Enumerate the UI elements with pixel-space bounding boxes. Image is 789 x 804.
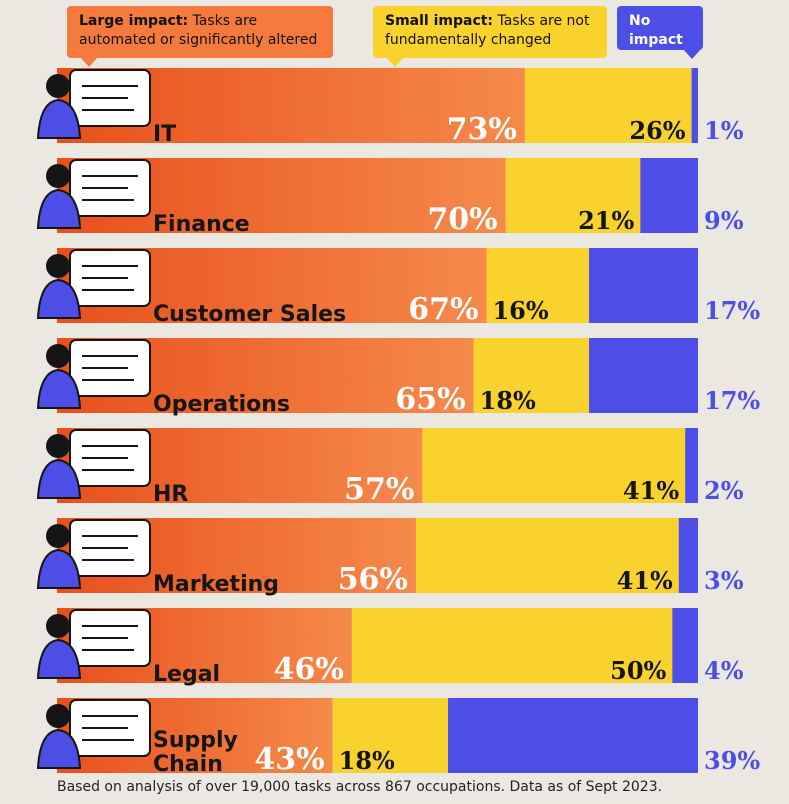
illustration-marketing-icon xyxy=(36,519,151,589)
bar-none-it xyxy=(691,68,698,143)
bar-none-finance xyxy=(640,158,698,233)
label-none-operations: 17% xyxy=(704,386,760,415)
bar-small-operations xyxy=(473,338,590,413)
illustration-supply-chain-icon xyxy=(36,699,151,769)
label-large-operations: 65% xyxy=(395,382,465,417)
label-small-legal: 50% xyxy=(610,656,666,685)
illustration-operations-icon xyxy=(36,339,151,409)
legend-large-text: Tasks are automated or significantly alt… xyxy=(79,13,318,48)
illustrations-group xyxy=(36,69,151,769)
legend-no-impact: No impact xyxy=(617,6,703,50)
label-large-customer-sales: 67% xyxy=(408,292,478,327)
category-label-operations: Operations xyxy=(153,392,290,417)
label-none-supply-chain: 39% xyxy=(704,746,760,775)
legend-small-title: Small impact: xyxy=(385,13,494,29)
bar-small-finance xyxy=(505,158,641,233)
legend-small-tail xyxy=(386,57,404,67)
bar-none-supply-chain xyxy=(448,698,698,773)
label-large-it: 73% xyxy=(447,112,517,147)
bar-small-supply-chain xyxy=(332,698,449,773)
label-none-customer-sales: 17% xyxy=(704,296,760,325)
illustration-finance-icon xyxy=(36,159,151,229)
bar-none-customer-sales xyxy=(589,248,698,323)
label-none-legal: 4% xyxy=(704,656,744,685)
bar-small-it xyxy=(524,68,692,143)
legend-none-title: No impact xyxy=(629,13,683,48)
footnote: Based on analysis of over 19,000 tasks a… xyxy=(57,779,663,795)
label-large-supply-chain: 43% xyxy=(254,742,324,777)
label-large-hr: 57% xyxy=(344,472,414,507)
bars-group: IT 73% 26% 1% Finance 70% 21% 9% Customer Sales 6… xyxy=(57,68,760,777)
label-small-supply-chain: 18% xyxy=(339,746,395,775)
label-none-marketing: 3% xyxy=(704,566,744,595)
label-small-it: 26% xyxy=(629,116,685,145)
legend-none-tail xyxy=(683,49,701,59)
bar-none-legal xyxy=(672,608,698,683)
legend-large-title: Large impact: xyxy=(79,13,189,29)
label-large-legal: 46% xyxy=(274,652,344,687)
legend-large-tail xyxy=(80,57,98,67)
category-label-supply-chain: Chain xyxy=(153,752,223,777)
label-none-finance: 9% xyxy=(704,206,744,235)
category-label-marketing: Marketing xyxy=(153,572,279,597)
label-small-customer-sales: 16% xyxy=(492,296,548,325)
category-label-legal: Legal xyxy=(153,662,220,687)
legend-small-impact: Small impact: Tasks are not fundamentall… xyxy=(373,6,607,58)
label-large-marketing: 56% xyxy=(338,562,408,597)
bar-none-hr xyxy=(685,428,698,503)
label-small-hr: 41% xyxy=(623,476,679,505)
illustration-it-icon xyxy=(36,69,151,139)
category-label-hr: HR xyxy=(153,482,188,507)
label-none-it: 1% xyxy=(704,116,744,145)
illustration-hr-icon xyxy=(36,429,151,499)
category-label-it: IT xyxy=(153,122,176,147)
legend-large-impact: Large impact: Tasks are automated or sig… xyxy=(67,6,333,58)
label-none-hr: 2% xyxy=(704,476,744,505)
label-small-marketing: 41% xyxy=(617,566,673,595)
bar-none-marketing xyxy=(678,518,698,593)
label-small-finance: 21% xyxy=(578,206,634,235)
category-label-supply-chain: Supply xyxy=(153,728,238,753)
bar-small-legal xyxy=(351,608,673,683)
bar-none-operations xyxy=(589,338,698,413)
label-large-finance: 70% xyxy=(427,202,497,237)
label-small-operations: 18% xyxy=(480,386,536,415)
category-label-customer-sales: Customer Sales xyxy=(153,302,346,327)
illustration-customer-sales-icon xyxy=(36,249,151,319)
bar-small-customer-sales xyxy=(486,248,590,323)
legend-small-text: Tasks are not fundamentally changed xyxy=(385,13,590,48)
illustration-legal-icon xyxy=(36,609,151,679)
bar-small-marketing xyxy=(415,518,679,593)
bar-small-hr xyxy=(422,428,686,503)
category-label-finance: Finance xyxy=(153,212,250,237)
